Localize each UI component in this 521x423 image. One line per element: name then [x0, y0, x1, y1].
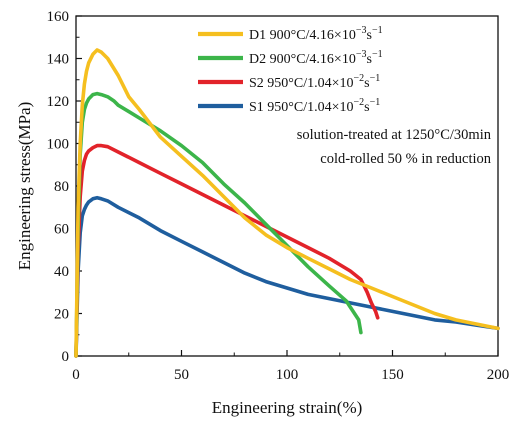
legend: D1 900°C/4.16×10−3s−1 D2 900°C/4.16×10−3s…	[198, 25, 383, 115]
x-axis-title: Engineering strain(%)	[212, 398, 363, 417]
series-lines	[74, 48, 500, 358]
x-tick-label: 100	[276, 367, 299, 383]
y-tick-label: 0	[62, 349, 70, 365]
y-tick-label: 20	[54, 307, 69, 323]
y-tick-label: 140	[47, 52, 70, 68]
x-tick-label: 50	[174, 367, 189, 383]
y-tick-label: 80	[54, 179, 69, 195]
annotation-cold-rolled: cold-rolled 50 % in reduction	[320, 151, 491, 167]
x-tick-label: 150	[381, 367, 404, 383]
y-tick-label: 100	[47, 137, 70, 153]
axis-tick-labels: 0 50 100 150 200 0 20 40 60 80 100 120 140 160	[47, 9, 510, 383]
plot-area	[75, 15, 499, 357]
legend-label-d2: D2 900°C/4.16×10−3s−1	[249, 49, 383, 67]
x-tick-label: 200	[487, 367, 510, 383]
series-line-d1	[74, 48, 500, 358]
plot-border	[75, 15, 499, 357]
annotation-solution-treated: solution-treated at 1250°C/30min	[297, 127, 492, 143]
y-tick-label: 160	[47, 9, 70, 25]
x-tick-label: 0	[72, 367, 80, 383]
axis-ticks	[75, 15, 499, 357]
y-tick-label: 120	[47, 94, 70, 110]
legend-label-d1: D1 900°C/4.16×10−3s−1	[249, 25, 383, 43]
y-tick-label: 60	[54, 222, 69, 238]
series-line-d2	[74, 91, 363, 358]
y-axis-title: Engineering stress(MPa)	[15, 102, 34, 271]
legend-label-s2: S2 950°C/1.04×10−2s−1	[249, 73, 380, 91]
series-line-s2	[74, 143, 380, 358]
y-tick-label: 40	[54, 264, 69, 280]
series-line-s1	[74, 195, 500, 358]
legend-label-s1: S1 950°C/1.04×10−2s−1	[249, 97, 380, 115]
